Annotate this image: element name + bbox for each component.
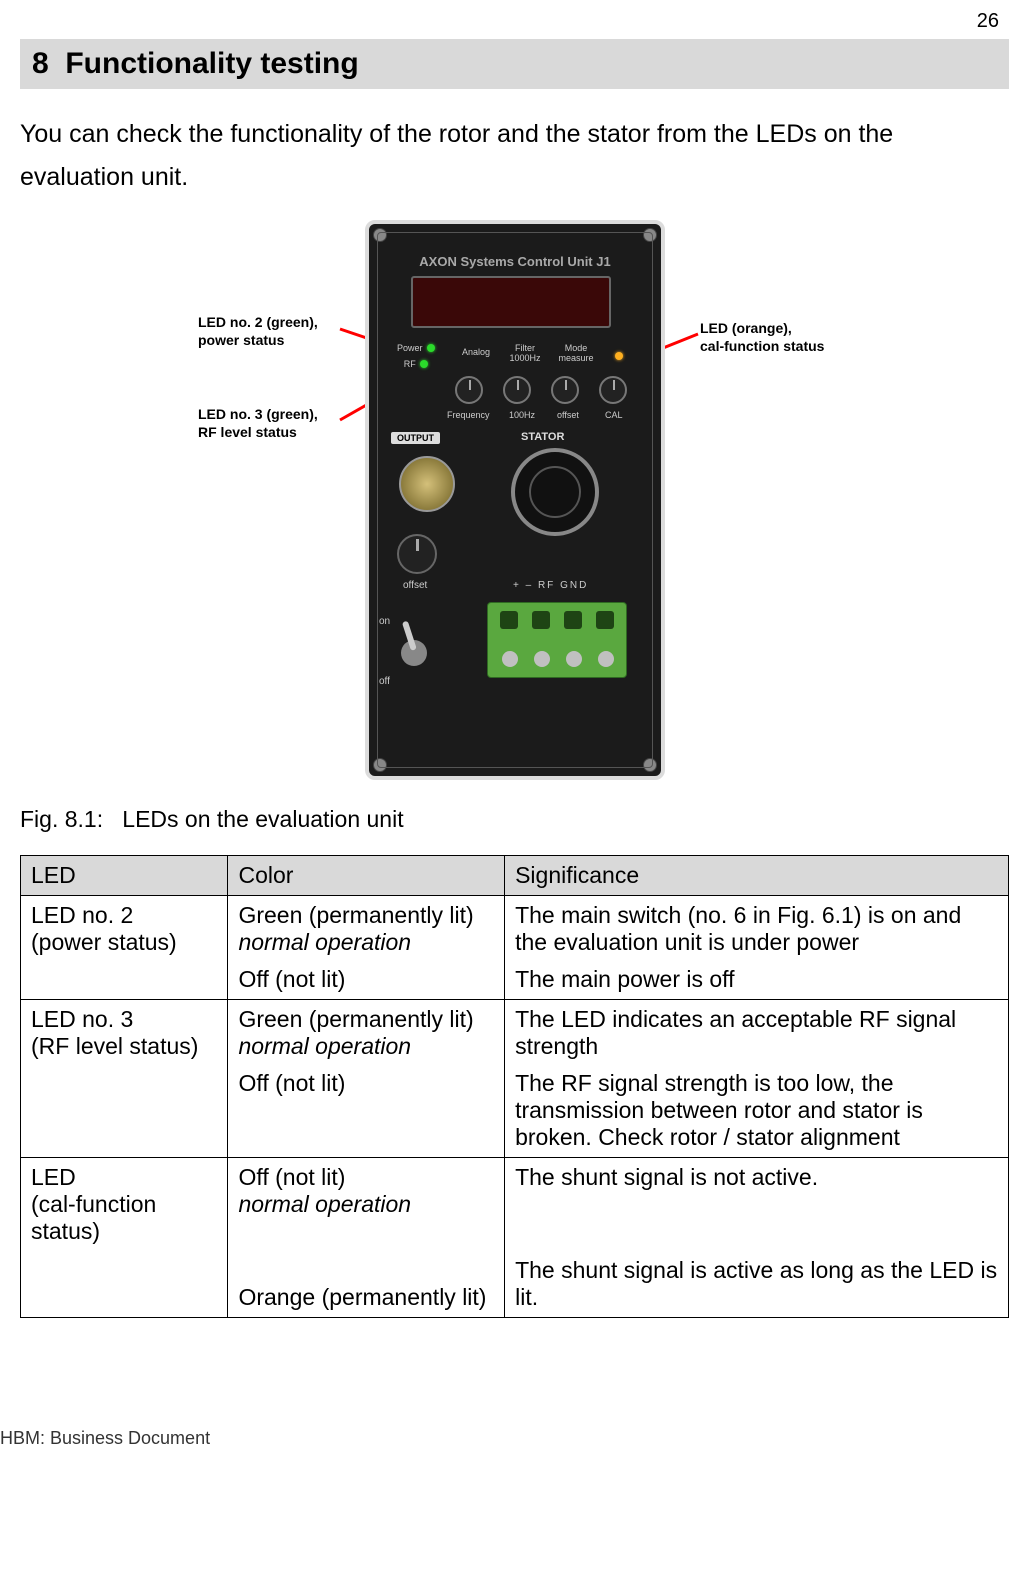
device-title: AXON Systems Control Unit J1 [369, 254, 661, 269]
section-title: Functionality testing [65, 47, 358, 80]
intro-paragraph: You can check the functionality of the r… [20, 113, 1009, 198]
led-green-icon [420, 360, 428, 368]
label-frequency: Frequency [447, 410, 490, 420]
figure-caption: Fig. 8.1: LEDs on the evaluation unit [20, 806, 1009, 833]
figure: LED no. 2 (green),power status LED no. 3… [20, 220, 1009, 800]
rotary-knob-icon [599, 376, 627, 404]
label-offset-knob: offset [403, 580, 427, 591]
caption-label: Fig. 8.1: [20, 806, 103, 832]
table-row: LED no. 3(RF level status)Green (permane… [21, 1000, 1009, 1158]
label-cal: CAL [605, 410, 623, 420]
th-significance: Significance [505, 856, 1009, 896]
label-output: OUTPUT [391, 432, 440, 444]
table-header-row: LED Color Significance [21, 856, 1009, 896]
label-stator: STATOR [521, 431, 564, 443]
th-color: Color [228, 856, 505, 896]
footer-text: HBM: Business Document [0, 1428, 1009, 1449]
device-image: AXON Systems Control Unit J1 Power RF An… [365, 220, 665, 780]
cell-led: LED no. 2(power status) [21, 896, 228, 1000]
cell-led: LED(cal-function status) [21, 1158, 228, 1318]
bnc-connector-icon [399, 456, 455, 512]
cell-significance: The shunt signal is not active.The shunt… [505, 1158, 1009, 1318]
section-heading: 8 Functionality testing [20, 39, 1009, 89]
cell-led: LED no. 3(RF level status) [21, 1000, 228, 1158]
rotary-knob-icon [503, 376, 531, 404]
rotary-knob-icon [455, 376, 483, 404]
caption-text: LEDs on the evaluation unit [122, 806, 403, 832]
label-measure: measure [558, 353, 593, 363]
table-row: LED(cal-function status)Off (not lit)nor… [21, 1158, 1009, 1318]
label-power: Power [397, 343, 423, 353]
label-offset: offset [557, 410, 579, 420]
section-number: 8 [32, 47, 49, 80]
cell-significance: The main switch (no. 6 in Fig. 6.1) is o… [505, 896, 1009, 1000]
page: 26 8 Functionality testing You can check… [0, 0, 1029, 1469]
cell-color: Green (permanently lit)normal operationO… [228, 1000, 505, 1158]
label-terminals: + – RF GND [513, 580, 588, 591]
label-mode: Mode [565, 343, 588, 353]
page-number: 26 [20, 10, 1009, 33]
th-led: LED [21, 856, 228, 896]
callout-led3: LED no. 3 (green),RF level status [198, 406, 318, 441]
label-100hz: 100Hz [509, 410, 535, 420]
rotary-knob-icon [551, 376, 579, 404]
callout-led2: LED no. 2 (green),power status [198, 314, 318, 349]
cell-color: Off (not lit)normal operationOrange (per… [228, 1158, 505, 1318]
device-display [411, 276, 611, 328]
label-off: off [379, 676, 390, 687]
terminal-block-icon [487, 602, 627, 678]
label-on: on [379, 616, 390, 627]
table-row: LED no. 2(power status)Green (permanentl… [21, 896, 1009, 1000]
stator-connector-icon [511, 448, 599, 536]
led-table: LED Color Significance LED no. 2(power s… [20, 855, 1009, 1318]
label-rf: RF [404, 359, 416, 369]
cell-significance: The LED indicates an acceptable RF signa… [505, 1000, 1009, 1158]
label-analog: Analog [462, 347, 490, 357]
offset-knob-icon [397, 534, 437, 574]
toggle-switch-icon [401, 628, 427, 680]
label-filter: Filter [515, 343, 535, 353]
table-body: LED no. 2(power status)Green (permanentl… [21, 896, 1009, 1318]
cell-color: Green (permanently lit)normal operationO… [228, 896, 505, 1000]
callout-led-orange: LED (orange),cal-function status [700, 320, 824, 355]
led-green-icon [427, 344, 435, 352]
label-filter-hz: 1000Hz [509, 353, 540, 363]
led-orange-icon [615, 352, 623, 360]
